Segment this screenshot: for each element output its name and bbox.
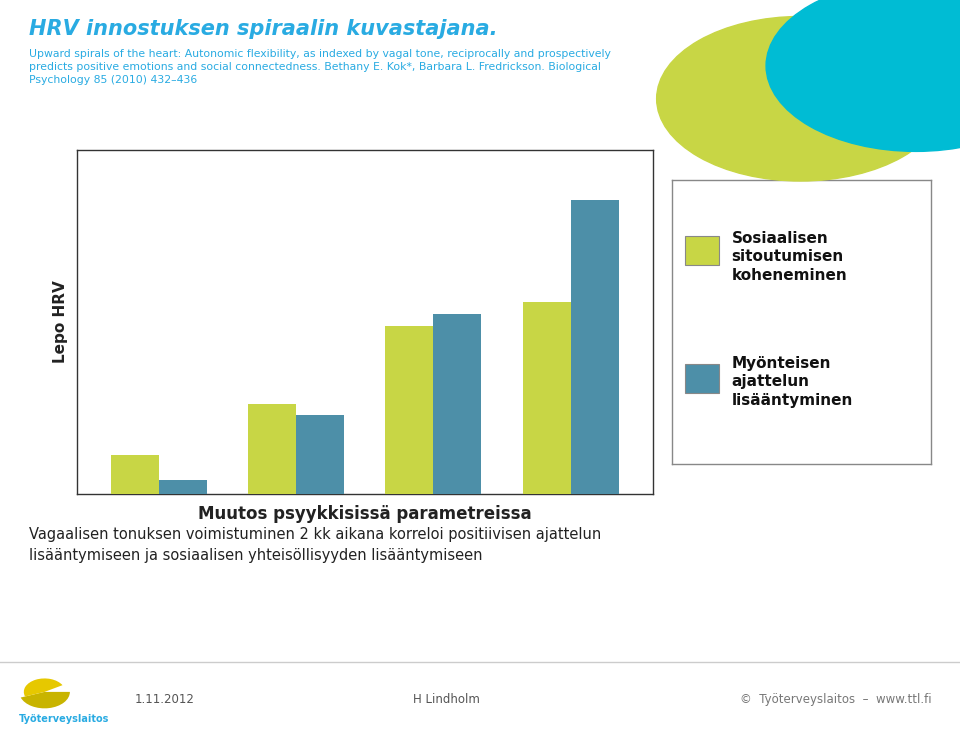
FancyBboxPatch shape [685,364,719,393]
Bar [433,314,481,494]
Bar [297,415,345,494]
Text: HRV innostuksen spiraalin kuvastajana.: HRV innostuksen spiraalin kuvastajana. [29,19,497,39]
Text: Myönteisen
ajattelun
lisääntyminen: Myönteisen ajattelun lisääntyminen [732,356,853,408]
Text: Työterveyslaitos: Työterveyslaitos [19,714,109,724]
Text: Vagaalisen tonuksen voimistuminen 2 kk aikana korreloi positiivisen ajattelun
li: Vagaalisen tonuksen voimistuminen 2 kk a… [29,527,601,563]
Circle shape [657,16,945,181]
X-axis label: Muutos psyykkisissä parametreissa: Muutos psyykkisissä parametreissa [198,505,532,523]
Text: H Lindholm: H Lindholm [413,693,480,706]
FancyBboxPatch shape [685,236,719,265]
Bar [522,302,570,494]
Y-axis label: Lepo HRV: Lepo HRV [54,280,68,363]
Bar [159,480,207,494]
Bar [385,325,433,494]
Text: 1.11.2012: 1.11.2012 [134,693,194,706]
Text: ©  Työterveyslaitos  –  www.ttl.fi: © Työterveyslaitos – www.ttl.fi [739,693,931,706]
Text: Sosiaalisen
sitoutumisen
koheneminen: Sosiaalisen sitoutumisen koheneminen [732,230,848,283]
Bar [570,200,618,494]
Circle shape [766,0,960,151]
Wedge shape [21,692,70,708]
Wedge shape [24,678,62,696]
Bar [249,404,297,494]
Bar [111,455,159,494]
Text: Upward spirals of the heart: Autonomic flexibility, as indexed by vagal tone, re: Upward spirals of the heart: Autonomic f… [29,49,611,85]
